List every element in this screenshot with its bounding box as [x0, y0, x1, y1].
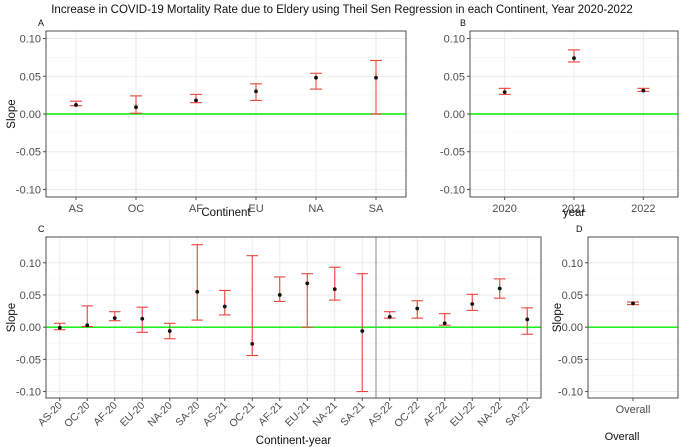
x-tick-label: AS-21: [201, 400, 230, 429]
data-point: [57, 325, 62, 330]
x-tick-label: 2020: [492, 203, 516, 215]
y-tick-label: 0.10: [20, 34, 41, 46]
panel-d: -0.10 -0.05 0.00 0.05 0.10 Overall Slope D: [552, 224, 679, 416]
x-tick-label: NA-22: [475, 400, 505, 430]
y-tick-label: -0.10: [16, 387, 41, 399]
data-point: [112, 316, 117, 321]
y-tick-label: 0.00: [20, 109, 41, 121]
x-tick-label: EU: [248, 203, 263, 215]
panel-c: -0.10-0.050.000.050.10AS-20OC-20AF-20EU-…: [6, 224, 542, 447]
y-axis-title: Slope: [6, 99, 18, 128]
data-point: [470, 302, 475, 306]
x-tick-label: OC: [128, 203, 145, 215]
x-tick-label: AS: [69, 203, 84, 215]
x-tick-label: AF: [189, 203, 203, 215]
y-tick-label: 0.10: [562, 258, 583, 270]
data-point: [332, 287, 337, 292]
x-tick-label: AF-21: [256, 400, 285, 429]
y-tick-label: 0.10: [20, 258, 41, 270]
x-tick-label: AS-22: [366, 400, 395, 429]
panel-tag: A: [38, 18, 44, 28]
data-point: [222, 304, 227, 309]
y-axis-title: Slope: [552, 303, 564, 332]
data-point: [277, 293, 282, 297]
data-point: [572, 56, 576, 61]
x-tick-label: AF-22: [421, 400, 450, 429]
data-point: [85, 323, 90, 328]
x-axis-title: Continent: [201, 207, 251, 219]
x-tick-label: OC-20: [62, 400, 92, 430]
x-tick-label: AF-20: [91, 400, 120, 429]
y-tick-label: 0.00: [444, 109, 465, 121]
y-tick-label: 0.05: [20, 290, 41, 302]
y-axis-title: Slope: [6, 303, 18, 332]
footer-label: Overall: [605, 431, 640, 443]
x-tick-label: NA: [308, 203, 324, 215]
data-point: [140, 316, 145, 321]
data-point: [497, 286, 502, 291]
data-point: [134, 105, 138, 110]
y-tick-label: -0.10: [16, 184, 41, 196]
y-tick-label: -0.10: [558, 387, 583, 399]
data-point: [194, 98, 198, 103]
x-tick-label: OC-21: [227, 400, 257, 430]
data-point: [415, 306, 420, 311]
data-point: [525, 317, 530, 322]
data-point: [167, 329, 172, 333]
data-point: [195, 289, 200, 294]
y-tick-label: -0.05: [16, 147, 41, 159]
x-tick-label: SA-21: [338, 400, 367, 429]
data-point: [254, 89, 258, 94]
panel-border: [45, 30, 407, 198]
y-tick-label: -0.10: [440, 184, 465, 196]
x-tick-label: NA-21: [310, 400, 340, 430]
panel-tag: D: [576, 224, 583, 234]
y-tick-label: -0.05: [440, 147, 465, 159]
x-tick-label: NA-20: [145, 400, 175, 430]
panel-border: [45, 236, 542, 399]
panel-tag: C: [38, 224, 45, 234]
x-tick-label: SA-22: [503, 400, 532, 429]
data-point: [374, 75, 378, 80]
data-point: [314, 75, 318, 80]
x-tick-label: AS-20: [36, 400, 65, 429]
data-point: [641, 88, 646, 93]
x-axis-title: year: [563, 207, 586, 219]
figure-title: Increase in COVID-19 Mortality Rate due …: [51, 4, 633, 16]
plot-background: [46, 237, 541, 398]
x-tick-label: Overall: [616, 404, 651, 416]
data-point: [442, 321, 447, 326]
data-point: [305, 281, 310, 286]
y-tick-label: 0.05: [20, 71, 41, 83]
x-tick-label: 2022: [631, 203, 655, 215]
y-tick-label: -0.05: [16, 354, 41, 366]
data-point: [250, 342, 255, 346]
x-tick-label: SA-20: [173, 400, 202, 429]
panel-a: -0.10 -0.05 0.00 0.05 0.10 AS OC AF EU NA SA Contin…: [6, 18, 407, 219]
data-point: [631, 301, 635, 306]
x-tick-label: 2021: [562, 203, 586, 215]
data-point: [74, 103, 78, 107]
y-tick-label: 0.10: [444, 34, 465, 46]
y-tick-label: 0.00: [562, 322, 583, 334]
x-tick-label: EU-21: [283, 400, 313, 430]
y-tick-label: 0.05: [562, 290, 583, 302]
y-tick-label: 0.00: [20, 322, 41, 334]
data-point: [360, 329, 365, 333]
x-tick-label: EU-20: [118, 400, 148, 430]
x-tick-label: SA: [369, 203, 384, 215]
data-point: [387, 314, 392, 319]
panel-tag: B: [460, 18, 466, 28]
x-axis-title: Continent-year: [256, 435, 332, 447]
y-tick-label: -0.05: [558, 354, 583, 366]
data-point: [502, 90, 507, 95]
y-tick-label: 0.05: [444, 71, 465, 83]
x-tick-label: OC-22: [392, 400, 422, 430]
x-tick-label: EU-22: [448, 400, 478, 430]
panel-b: -0.10 -0.05 0.00 0.05 0.10 2020 2021 2022 year B: [440, 18, 679, 219]
